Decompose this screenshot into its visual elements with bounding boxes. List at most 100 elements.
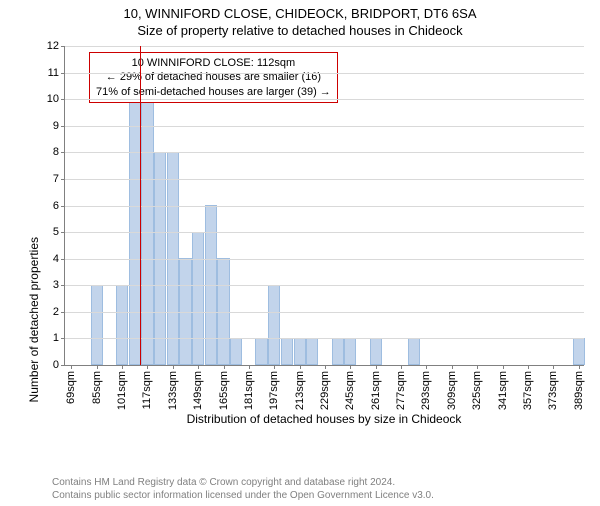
y-tick-label: 8: [53, 146, 59, 158]
y-tick-mark: [61, 152, 65, 153]
y-tick-label: 3: [53, 279, 59, 291]
x-tick-label: 277sqm: [395, 371, 407, 410]
y-tick-label: 7: [53, 173, 59, 185]
x-tick-mark: [401, 365, 402, 369]
chart-title-sub: Size of property relative to detached ho…: [0, 23, 600, 38]
x-tick-label: 245sqm: [344, 371, 356, 410]
x-tick-label: 69sqm: [65, 371, 77, 404]
x-tick-label: 149sqm: [192, 371, 204, 410]
x-tick-mark: [426, 365, 427, 369]
y-tick-mark: [61, 338, 65, 339]
x-tick-label: 181sqm: [243, 371, 255, 410]
histogram-bar: [294, 338, 306, 365]
x-tick-mark: [71, 365, 72, 369]
x-tick-mark: [147, 365, 148, 369]
x-tick-label: 117sqm: [141, 371, 153, 409]
chart-title-main: 10, WINNIFORD CLOSE, CHIDEOCK, BRIDPORT,…: [0, 6, 600, 21]
histogram-bar: [370, 338, 382, 365]
gridline-h: [65, 312, 584, 313]
x-tick-label: 261sqm: [370, 371, 382, 410]
histogram-bar: [573, 338, 585, 365]
x-tick-mark: [173, 365, 174, 369]
gridline-h: [65, 206, 584, 207]
x-tick-mark: [477, 365, 478, 369]
gridline-h: [65, 179, 584, 180]
histogram-bar: [255, 338, 267, 365]
histogram-bar: [268, 285, 280, 365]
annotation-line-3: 71% of semi-detached houses are larger (…: [96, 85, 331, 99]
gridline-h: [65, 99, 584, 100]
x-tick-label: 309sqm: [446, 371, 458, 410]
histogram-bar: [332, 338, 344, 365]
gridline-h: [65, 285, 584, 286]
y-tick-label: 12: [47, 40, 59, 52]
x-tick-label: 101sqm: [116, 371, 128, 410]
y-tick-label: 6: [53, 200, 59, 212]
y-tick-label: 4: [53, 253, 59, 265]
chart-container: Number of detached properties 69sqm85sqm…: [36, 42, 596, 432]
x-tick-label: 357sqm: [522, 371, 534, 410]
y-tick-label: 0: [53, 359, 59, 371]
x-tick-mark: [300, 365, 301, 369]
footer-line-1: Contains HM Land Registry data © Crown c…: [52, 477, 434, 490]
histogram-bar: [192, 232, 204, 365]
x-tick-mark: [224, 365, 225, 369]
histogram-bar: [408, 338, 420, 365]
histogram-bar: [306, 338, 318, 365]
x-tick-label: 389sqm: [573, 371, 585, 410]
y-tick-mark: [61, 365, 65, 366]
gridline-h: [65, 338, 584, 339]
y-tick-mark: [61, 312, 65, 313]
y-tick-mark: [61, 126, 65, 127]
gridline-h: [65, 232, 584, 233]
footer-line-2: Contains public sector information licen…: [52, 490, 434, 503]
x-tick-label: 341sqm: [497, 371, 509, 410]
histogram-bar: [230, 338, 242, 365]
annotation-box: 10 WINNIFORD CLOSE: 112sqm ← 29% of deta…: [89, 52, 338, 103]
x-tick-mark: [97, 365, 98, 369]
x-tick-mark: [503, 365, 504, 369]
x-tick-mark: [452, 365, 453, 369]
x-tick-mark: [122, 365, 123, 369]
x-tick-label: 229sqm: [319, 371, 331, 410]
x-tick-mark: [376, 365, 377, 369]
plot-area: 69sqm85sqm101sqm117sqm133sqm149sqm165sqm…: [64, 46, 584, 366]
x-tick-label: 373sqm: [547, 371, 559, 410]
x-tick-label: 197sqm: [268, 371, 280, 410]
histogram-bar: [281, 338, 293, 365]
gridline-h: [65, 73, 584, 74]
y-tick-label: 5: [53, 226, 59, 238]
gridline-h: [65, 152, 584, 153]
gridline-h: [65, 46, 584, 47]
annotation-line-1: 10 WINNIFORD CLOSE: 112sqm: [96, 56, 331, 70]
x-tick-label: 293sqm: [420, 371, 432, 410]
y-tick-mark: [61, 259, 65, 260]
marker-line: [140, 46, 141, 365]
chart-titleblock: 10, WINNIFORD CLOSE, CHIDEOCK, BRIDPORT,…: [0, 6, 600, 38]
y-axis-label: Number of detached properties: [27, 237, 41, 402]
y-tick-mark: [61, 73, 65, 74]
x-axis-label: Distribution of detached houses by size …: [64, 412, 584, 426]
x-tick-label: 213sqm: [294, 371, 306, 410]
x-tick-label: 325sqm: [471, 371, 483, 410]
y-tick-mark: [61, 206, 65, 207]
histogram-bar: [344, 338, 356, 365]
histogram-bar: [91, 285, 103, 365]
x-tick-label: 165sqm: [218, 371, 230, 410]
y-tick-label: 10: [47, 93, 59, 105]
y-tick-mark: [61, 232, 65, 233]
x-tick-mark: [528, 365, 529, 369]
y-tick-label: 2: [53, 306, 59, 318]
footer-attribution: Contains HM Land Registry data © Crown c…: [52, 477, 434, 502]
y-tick-mark: [61, 99, 65, 100]
x-tick-mark: [553, 365, 554, 369]
x-tick-mark: [249, 365, 250, 369]
x-tick-mark: [274, 365, 275, 369]
y-tick-label: 11: [48, 67, 59, 79]
gridline-h: [65, 126, 584, 127]
y-tick-label: 1: [53, 332, 59, 344]
y-tick-label: 9: [53, 120, 59, 132]
y-tick-mark: [61, 285, 65, 286]
histogram-bar: [116, 285, 128, 365]
x-tick-mark: [350, 365, 351, 369]
